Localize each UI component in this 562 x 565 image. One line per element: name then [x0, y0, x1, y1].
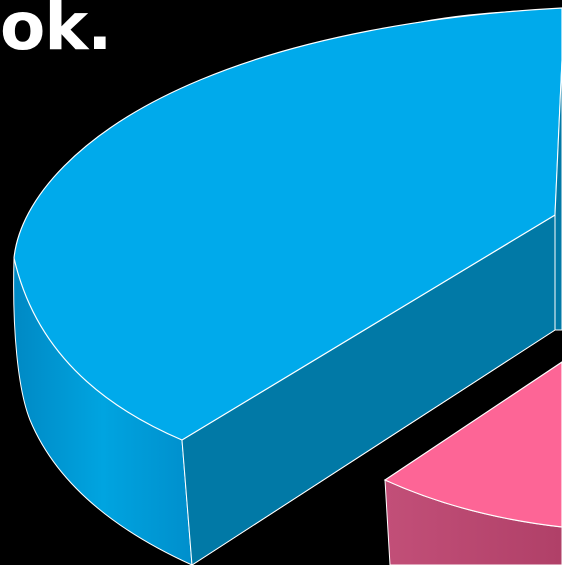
pie-slice-blue — [13, 7, 562, 565]
pie-slice-blue-top-face — [13, 7, 562, 441]
slide-title-fragment: ok. — [0, 0, 112, 65]
pie-slice-blue-right-edge — [554, 59, 562, 331]
